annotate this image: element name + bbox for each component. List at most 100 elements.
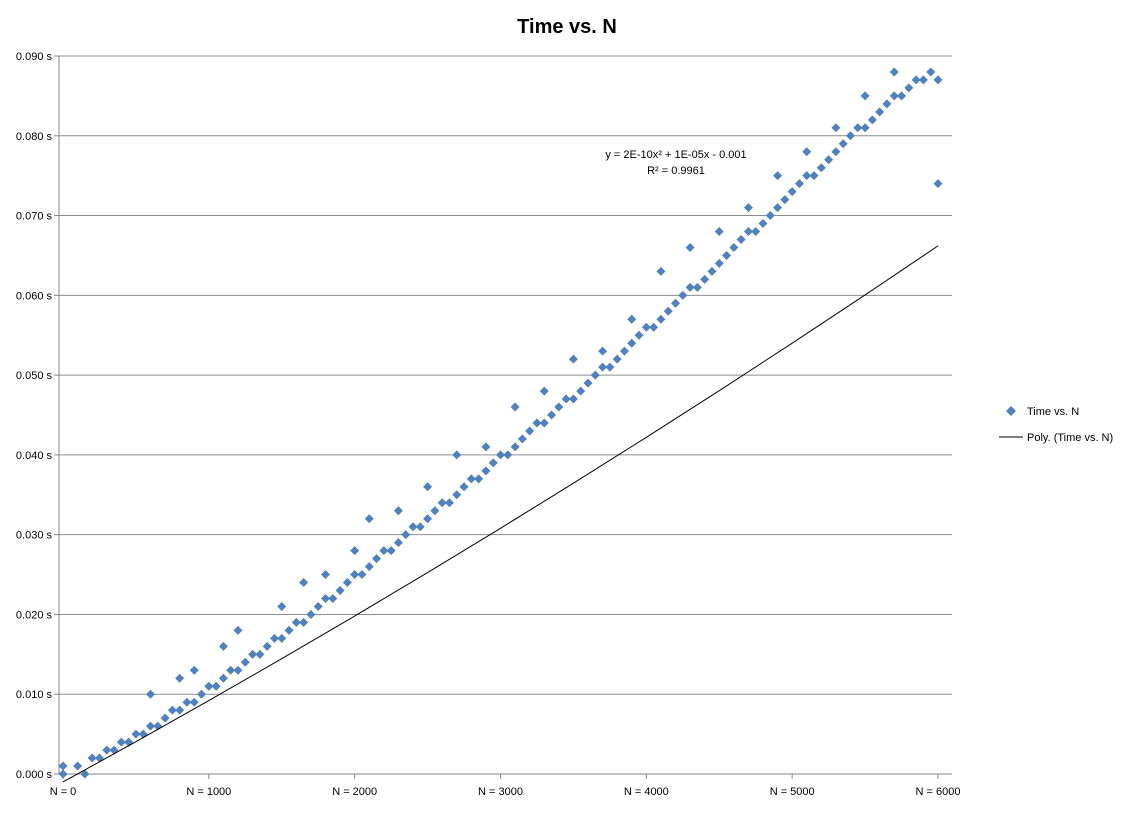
data-point	[328, 593, 338, 603]
data-point	[175, 705, 185, 715]
data-point	[554, 402, 564, 412]
data-point	[802, 147, 812, 157]
legend-item-time-vs-n: Time vs. N	[1006, 406, 1079, 418]
data-point	[306, 609, 316, 619]
data-point	[255, 649, 265, 659]
data-point	[393, 538, 403, 548]
scatter-series-time-vs-n	[58, 67, 943, 779]
data-point	[816, 163, 826, 173]
data-point	[773, 203, 783, 213]
data-point	[831, 123, 841, 133]
data-point	[269, 633, 279, 643]
data-point	[707, 266, 717, 276]
data-point	[364, 514, 374, 524]
data-point	[831, 147, 841, 157]
data-point	[525, 426, 535, 436]
data-point	[685, 282, 695, 292]
x-tick-label: N = 3000	[478, 786, 523, 798]
data-point	[116, 737, 126, 747]
data-point	[933, 75, 943, 85]
data-point	[291, 617, 301, 627]
data-point	[860, 91, 870, 101]
trendline-equation: y = 2E-10x² + 1E-05x - 0.001 R² = 0.9961	[605, 149, 746, 177]
data-point	[809, 171, 819, 181]
data-point	[248, 649, 258, 659]
legend-label-time-vs-n: Time vs. N	[1027, 406, 1079, 418]
data-point	[459, 482, 469, 492]
data-point	[532, 418, 542, 428]
x-tick-label: N = 2000	[332, 786, 377, 798]
data-point	[729, 242, 739, 252]
data-point	[685, 242, 695, 252]
data-point	[510, 442, 520, 452]
data-point	[736, 234, 746, 244]
data-point	[58, 769, 68, 779]
data-point	[547, 410, 557, 420]
data-point	[539, 418, 549, 428]
data-point	[284, 625, 294, 635]
x-tick-label: N = 5000	[770, 786, 815, 798]
data-point	[299, 617, 309, 627]
data-point	[488, 458, 498, 468]
data-point	[364, 562, 374, 572]
data-point	[167, 705, 177, 715]
y-tick-label: 0.040 s	[16, 450, 53, 462]
data-point	[889, 67, 899, 77]
data-point	[794, 179, 804, 189]
data-point	[911, 75, 921, 85]
data-point	[299, 578, 309, 588]
data-point	[897, 91, 907, 101]
data-point	[58, 761, 68, 771]
data-point	[357, 570, 367, 580]
x-tick-label: N = 6000	[916, 786, 961, 798]
data-point	[605, 362, 615, 372]
data-point	[751, 227, 761, 237]
data-point	[765, 211, 775, 221]
x-tick-label: N = 0	[50, 786, 77, 798]
data-point	[386, 546, 396, 556]
data-point	[277, 633, 287, 643]
data-point	[80, 769, 90, 779]
data-point	[218, 641, 228, 651]
data-point	[853, 123, 863, 133]
data-point	[612, 354, 622, 364]
data-point	[496, 450, 505, 460]
legend-marker-diamond-icon	[1006, 406, 1016, 416]
data-point	[568, 354, 578, 364]
trendline-equation-text: y = 2E-10x² + 1E-05x - 0.001	[605, 149, 746, 161]
data-point	[860, 123, 870, 133]
data-point	[262, 641, 272, 651]
x-tick-label: N = 4000	[624, 786, 669, 798]
data-point	[758, 219, 768, 229]
data-point	[211, 681, 221, 691]
y-tick-labels: 0.000 s 0.010 s 0.020 s 0.030 s 0.040 s 0.050…	[16, 51, 59, 781]
data-point	[926, 67, 936, 77]
data-point	[714, 258, 724, 268]
x-tick-label: N = 1000	[186, 786, 231, 798]
data-point	[539, 386, 549, 396]
y-tick-label: 0.030 s	[16, 530, 53, 542]
data-point	[189, 697, 199, 707]
data-point	[423, 514, 433, 524]
data-point	[773, 171, 783, 181]
data-point	[904, 83, 914, 93]
data-point	[452, 490, 462, 500]
data-point	[561, 394, 571, 404]
x-tick-labels: N = 0 N = 1000 N = 2000 N = 3000 N = 4000 N =…	[50, 774, 961, 798]
data-point	[452, 450, 462, 460]
data-point	[146, 689, 155, 699]
data-point	[313, 601, 323, 611]
data-point	[226, 665, 236, 675]
data-point	[335, 586, 345, 596]
data-point	[510, 402, 520, 412]
y-tick-label: 0.070 s	[16, 211, 53, 223]
y-tick-label: 0.060 s	[16, 290, 53, 302]
data-point	[641, 322, 651, 332]
data-point	[700, 274, 710, 284]
data-point	[321, 593, 330, 603]
data-point	[160, 713, 170, 723]
axes	[58, 56, 952, 775]
data-point	[875, 107, 885, 117]
